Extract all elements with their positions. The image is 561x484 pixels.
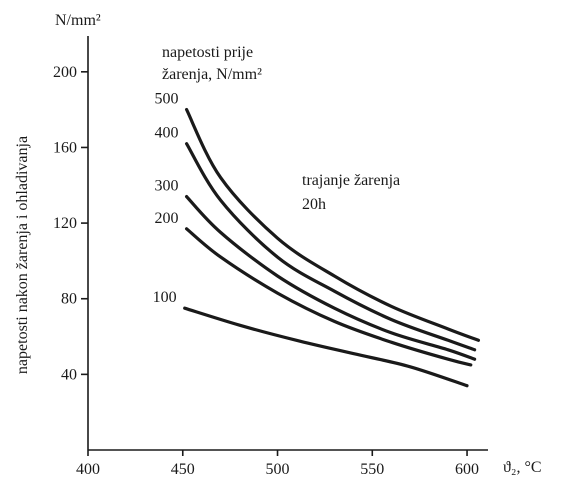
x-tick-label: 550 xyxy=(360,461,384,478)
y-tick-label: 160 xyxy=(53,139,77,156)
ticks: 40 80 120 160 200 400 450 500 550 600 xyxy=(53,64,479,478)
annotation-line-1: trajanje žarenja xyxy=(302,172,400,189)
labels: 500 400 300 200 100 xyxy=(153,91,179,307)
x-tick-label: 600 xyxy=(455,461,479,478)
curve-100 xyxy=(183,306,469,388)
x-tick-label: 500 xyxy=(266,461,290,478)
y-tick-label: 120 xyxy=(53,215,77,232)
series-label-200: 200 xyxy=(155,210,179,227)
legend-title-line-1: napetosti prije xyxy=(162,44,253,61)
axes xyxy=(87,36,488,451)
series-label-500: 500 xyxy=(155,91,179,108)
legend-title-line-2: žarenja, N/mm² xyxy=(162,66,262,83)
y-tick-label: 200 xyxy=(53,64,77,81)
y-tick-label: 80 xyxy=(61,291,77,308)
y-tick-label: 40 xyxy=(61,366,77,383)
y-axis-title: napetosti nakon žarenja i ohladivanja xyxy=(14,136,31,374)
curves xyxy=(183,108,480,388)
x-tick-label: 400 xyxy=(76,461,100,478)
x-axis-title: ϑ₂, °C xyxy=(503,459,542,476)
series-label-100: 100 xyxy=(153,289,177,306)
curve-300 xyxy=(185,195,477,361)
series-label-300: 300 xyxy=(155,178,179,195)
curve-500 xyxy=(185,108,480,342)
y-axis-unit: N/mm² xyxy=(55,12,101,29)
curve-400 xyxy=(185,142,477,352)
series-label-400: 400 xyxy=(155,125,179,142)
x-tick-label: 450 xyxy=(171,461,195,478)
curve-200 xyxy=(185,227,473,367)
annotation-line-2: 20h xyxy=(302,196,326,213)
